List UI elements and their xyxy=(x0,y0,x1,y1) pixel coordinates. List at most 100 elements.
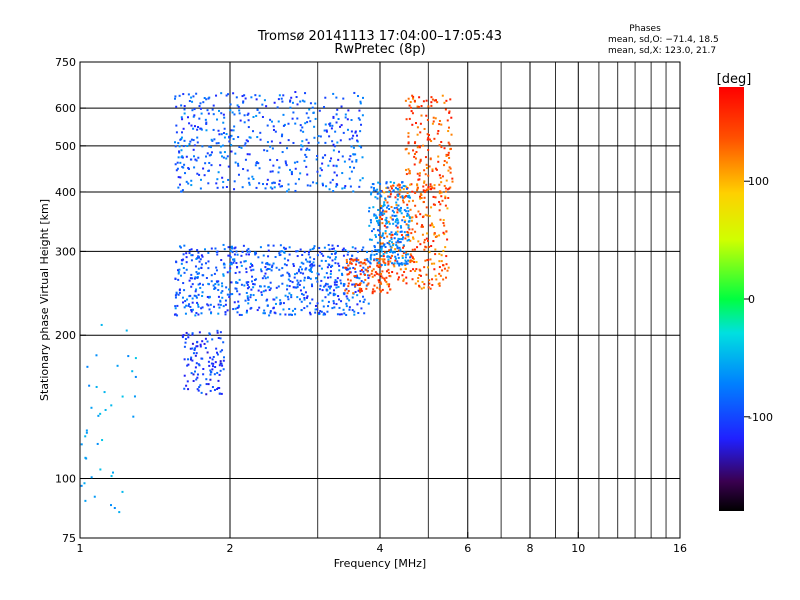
data-point xyxy=(203,96,206,99)
data-point xyxy=(414,282,417,285)
data-point xyxy=(394,231,397,234)
data-point xyxy=(212,128,215,131)
data-point xyxy=(435,168,438,171)
data-point xyxy=(443,160,446,163)
data-point xyxy=(360,289,363,292)
data-point xyxy=(286,190,289,193)
data-point xyxy=(205,129,208,132)
data-point xyxy=(299,248,302,251)
data-point xyxy=(383,236,386,239)
data-point xyxy=(448,110,451,113)
data-point xyxy=(211,386,214,389)
data-point xyxy=(322,313,325,316)
data-point xyxy=(180,262,183,265)
data-point xyxy=(196,141,199,144)
data-point xyxy=(446,238,449,241)
data-point xyxy=(447,196,450,199)
data-point xyxy=(277,98,280,101)
data-point xyxy=(266,276,269,279)
data-point xyxy=(424,189,427,192)
data-point xyxy=(341,172,344,175)
data-point xyxy=(274,255,277,258)
data-point xyxy=(386,291,389,294)
data-point xyxy=(414,141,417,144)
data-point xyxy=(252,294,255,297)
data-point xyxy=(216,331,219,334)
data-point xyxy=(263,285,266,288)
data-point xyxy=(263,312,266,315)
data-point xyxy=(217,337,220,340)
data-point xyxy=(407,231,410,234)
data-point xyxy=(225,133,228,136)
data-point xyxy=(173,141,176,144)
data-point xyxy=(373,214,376,217)
data-point xyxy=(418,284,421,287)
data-point xyxy=(335,174,338,177)
data-point xyxy=(341,273,344,276)
data-point xyxy=(389,245,392,248)
data-point xyxy=(191,297,194,300)
data-point xyxy=(402,278,405,281)
data-point xyxy=(401,274,404,277)
data-point xyxy=(393,207,396,210)
data-point xyxy=(269,310,272,313)
data-point xyxy=(422,215,425,218)
data-point xyxy=(347,250,350,253)
data-point xyxy=(177,142,180,145)
data-point xyxy=(405,223,408,226)
data-point xyxy=(244,97,247,100)
data-point xyxy=(431,122,434,125)
data-point xyxy=(431,284,434,287)
data-point xyxy=(264,266,267,269)
data-point xyxy=(287,122,290,125)
data-point xyxy=(349,279,352,282)
data-point xyxy=(422,286,425,289)
data-point xyxy=(388,189,391,192)
data-point xyxy=(237,300,240,303)
data-point xyxy=(407,135,410,138)
data-point xyxy=(285,164,288,167)
data-point xyxy=(236,104,239,107)
data-point xyxy=(355,274,358,277)
data-point xyxy=(96,442,99,445)
data-point xyxy=(423,283,426,286)
data-point xyxy=(217,312,220,315)
data-point xyxy=(284,160,287,163)
data-point xyxy=(306,295,309,298)
data-point xyxy=(199,343,202,346)
data-point xyxy=(251,275,254,278)
data-point xyxy=(286,147,289,150)
data-point xyxy=(348,306,351,309)
data-point xyxy=(185,252,188,255)
data-point xyxy=(196,376,199,379)
data-point xyxy=(250,96,253,99)
data-point xyxy=(182,127,185,130)
data-point xyxy=(364,278,367,281)
data-point xyxy=(294,307,297,310)
data-point xyxy=(185,331,188,334)
data-point xyxy=(289,280,292,283)
data-point xyxy=(437,160,440,163)
data-point xyxy=(385,216,388,219)
data-point xyxy=(433,268,436,271)
data-point xyxy=(407,238,410,241)
data-point xyxy=(263,309,266,312)
data-point xyxy=(340,282,343,285)
data-point xyxy=(420,114,423,117)
data-point xyxy=(245,281,248,284)
data-point xyxy=(443,147,446,150)
data-point xyxy=(394,251,397,254)
data-point xyxy=(283,257,286,260)
data-point xyxy=(398,241,401,244)
data-point xyxy=(217,109,220,112)
data-point xyxy=(381,270,384,273)
data-point xyxy=(212,355,215,358)
data-point xyxy=(189,358,192,361)
data-point xyxy=(192,373,195,376)
data-point xyxy=(264,272,267,275)
data-point xyxy=(376,262,379,265)
data-point xyxy=(396,230,399,233)
data-point xyxy=(385,270,388,273)
data-point xyxy=(248,181,251,184)
data-point xyxy=(192,148,195,151)
